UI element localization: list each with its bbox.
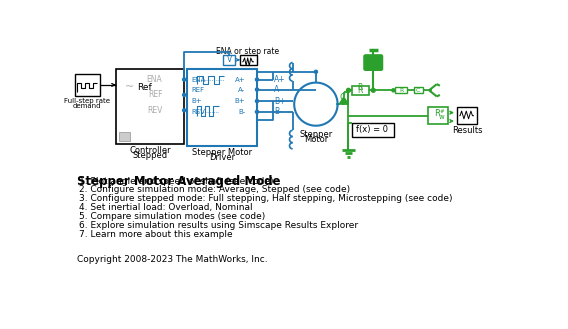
Text: 3. Configure stepped mode: Full stepping, Half stepping, Microstepping (see code: 3. Configure stepped mode: Full stepping… bbox=[79, 194, 452, 203]
Text: REV: REV bbox=[147, 106, 162, 115]
Bar bbox=[187, 69, 257, 146]
Text: A-: A- bbox=[274, 85, 282, 94]
Bar bbox=[428, 107, 448, 124]
Bar bbox=[240, 55, 257, 65]
Text: Stepper: Stepper bbox=[299, 130, 332, 139]
Text: 5. Compare simulation modes (see code): 5. Compare simulation modes (see code) bbox=[79, 212, 265, 221]
Text: 7. Learn more about this example: 7. Learn more about this example bbox=[79, 230, 232, 239]
Text: Stepped: Stepped bbox=[132, 151, 168, 160]
Text: Controller: Controller bbox=[130, 146, 171, 155]
Circle shape bbox=[182, 93, 186, 96]
Circle shape bbox=[256, 100, 258, 103]
Text: 1. Plot angle and speed of shaft (see code): 1. Plot angle and speed of shaft (see co… bbox=[79, 177, 273, 186]
Circle shape bbox=[256, 110, 258, 114]
Text: ENA: ENA bbox=[147, 75, 162, 84]
Text: ~: ~ bbox=[124, 82, 133, 92]
Text: REF: REF bbox=[148, 90, 162, 99]
Bar bbox=[395, 87, 407, 93]
Circle shape bbox=[182, 78, 186, 81]
Text: Stepper Motor: Stepper Motor bbox=[192, 148, 252, 157]
Text: Results: Results bbox=[452, 126, 482, 136]
Bar bbox=[75, 74, 101, 96]
Circle shape bbox=[346, 89, 350, 92]
FancyBboxPatch shape bbox=[364, 55, 383, 70]
Text: REF: REF bbox=[191, 87, 204, 92]
Text: A+: A+ bbox=[274, 75, 286, 84]
Text: ENA: ENA bbox=[191, 77, 206, 83]
Text: Motor: Motor bbox=[304, 135, 328, 144]
Text: R: R bbox=[399, 88, 403, 93]
Text: 6. Explore simulation results using Simscape Results Explorer: 6. Explore simulation results using Sims… bbox=[79, 221, 358, 230]
Bar bbox=[352, 86, 369, 95]
Text: R: R bbox=[434, 109, 440, 118]
Text: V: V bbox=[227, 55, 232, 64]
Bar bbox=[223, 55, 235, 65]
Text: B+: B+ bbox=[191, 98, 202, 104]
Text: A-: A- bbox=[238, 87, 245, 92]
Circle shape bbox=[392, 89, 395, 92]
Circle shape bbox=[256, 88, 258, 91]
Text: 4. Set inertial load: Overload, Nominal: 4. Set inertial load: Overload, Nominal bbox=[79, 203, 252, 212]
Bar bbox=[457, 107, 477, 124]
Text: B+: B+ bbox=[274, 97, 286, 106]
Text: C: C bbox=[416, 88, 420, 93]
Text: Stepper Motor Averaged Mode: Stepper Motor Averaged Mode bbox=[77, 175, 281, 188]
Text: R: R bbox=[357, 86, 363, 95]
Text: Full-step rate: Full-step rate bbox=[64, 98, 110, 104]
Text: B-: B- bbox=[238, 109, 245, 115]
Text: f(x) = 0: f(x) = 0 bbox=[357, 125, 389, 134]
Circle shape bbox=[182, 109, 186, 112]
Text: Ref: Ref bbox=[137, 83, 152, 92]
Text: Copyright 2008-2023 The MathWorks, Inc.: Copyright 2008-2023 The MathWorks, Inc. bbox=[77, 255, 268, 264]
Text: REV: REV bbox=[191, 109, 205, 115]
Circle shape bbox=[314, 70, 318, 73]
Text: B-: B- bbox=[274, 107, 282, 116]
Text: A+: A+ bbox=[235, 77, 245, 83]
Circle shape bbox=[371, 89, 375, 92]
Bar bbox=[352, 123, 394, 137]
Bar bbox=[414, 87, 423, 93]
Text: R: R bbox=[358, 83, 363, 92]
Text: ENA or step rate: ENA or step rate bbox=[216, 47, 279, 56]
Text: B+: B+ bbox=[235, 98, 245, 104]
Text: w: w bbox=[439, 114, 445, 120]
Text: #: # bbox=[439, 109, 444, 114]
Text: 2. Configure simulation mode: Average, Stepped (see code): 2. Configure simulation mode: Average, S… bbox=[79, 186, 350, 194]
Polygon shape bbox=[339, 97, 348, 104]
Circle shape bbox=[256, 78, 258, 81]
Text: Driver: Driver bbox=[209, 153, 235, 163]
Text: C: C bbox=[339, 93, 345, 103]
Text: demand: demand bbox=[73, 103, 102, 109]
Bar bbox=[119, 132, 130, 141]
Bar bbox=[116, 69, 184, 144]
